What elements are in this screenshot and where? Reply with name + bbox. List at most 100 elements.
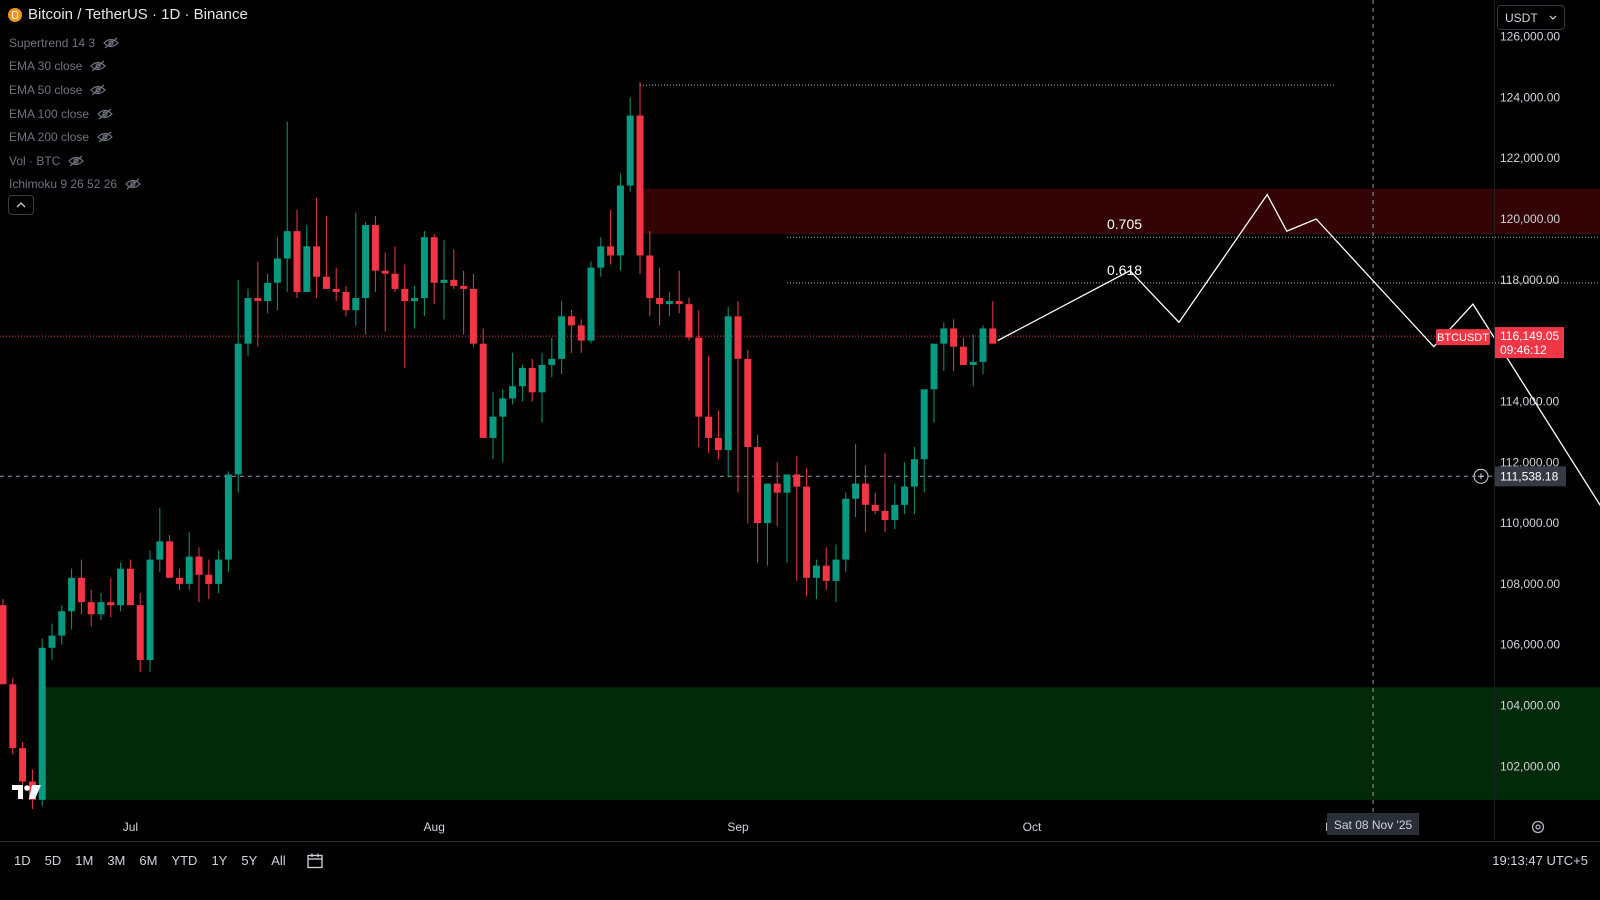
candle-body[interactable] [793, 474, 801, 487]
indicator-supertrend[interactable]: Supertrend 14 3 [9, 31, 141, 55]
candle-body[interactable] [685, 304, 693, 338]
candle-body[interactable] [783, 474, 791, 493]
candle-body[interactable] [254, 298, 262, 302]
candle-body[interactable] [283, 231, 291, 259]
candle-body[interactable] [185, 556, 193, 584]
candle-body[interactable] [166, 541, 174, 578]
candle-body[interactable] [450, 279, 458, 286]
candle-body[interactable] [332, 288, 340, 292]
currency-select[interactable]: USDT [1497, 5, 1565, 30]
range-button-1m[interactable]: 1M [75, 853, 94, 868]
candle-body[interactable] [626, 115, 634, 186]
candle-body[interactable] [577, 325, 585, 341]
candle-body[interactable] [558, 316, 566, 359]
candle-body[interactable] [479, 343, 487, 438]
candle-body[interactable] [469, 288, 477, 344]
candle-body[interactable] [264, 282, 272, 302]
indicator-ema-100[interactable]: EMA 100 close [9, 102, 141, 126]
candle-body[interactable] [77, 577, 85, 603]
candle-body[interactable] [724, 316, 732, 451]
candle-body[interactable] [950, 328, 958, 347]
candle-body[interactable] [891, 504, 899, 521]
candle-body[interactable] [959, 346, 967, 365]
candle-body[interactable] [244, 298, 252, 344]
range-button-1d[interactable]: 1D [14, 853, 31, 868]
demand-zone[interactable] [42, 687, 1600, 800]
candle-body[interactable] [175, 577, 183, 584]
candle-body[interactable] [636, 115, 644, 256]
candle-body[interactable] [567, 316, 575, 326]
candle-body[interactable] [273, 258, 281, 283]
candle-body[interactable] [195, 556, 203, 575]
candle-body[interactable] [430, 237, 438, 283]
candle-body[interactable] [675, 301, 683, 305]
candle-body[interactable] [440, 279, 448, 283]
candle-body[interactable] [656, 298, 664, 305]
candle-body[interactable] [362, 225, 370, 299]
candle-body[interactable] [509, 386, 517, 399]
eye-off-icon[interactable] [68, 155, 85, 167]
candle-body[interactable] [352, 298, 360, 311]
candle-body[interactable] [881, 510, 889, 521]
candle-body[interactable] [205, 574, 213, 584]
candle-body[interactable] [97, 602, 105, 615]
candle-body[interactable] [87, 602, 95, 615]
candle-body[interactable] [920, 389, 928, 460]
candle-body[interactable] [989, 328, 997, 344]
supply-zone[interactable] [640, 188, 1600, 235]
candle-body[interactable] [518, 367, 526, 387]
candle-body[interactable] [773, 483, 781, 493]
candle-body[interactable] [597, 246, 605, 268]
candle-body[interactable] [714, 437, 722, 451]
candle-body[interactable] [58, 611, 66, 636]
candle-body[interactable] [293, 231, 301, 292]
candle-body[interactable] [803, 486, 811, 578]
candle-body[interactable] [538, 364, 546, 393]
candle-body[interactable] [381, 270, 389, 274]
eye-off-icon[interactable] [97, 131, 113, 143]
eye-off-icon[interactable] [125, 178, 141, 190]
candle-body[interactable] [215, 559, 223, 584]
candle-body[interactable] [342, 291, 350, 311]
tradingview-logo[interactable] [12, 784, 42, 800]
candle-body[interactable] [871, 504, 879, 511]
candle-body[interactable] [48, 635, 56, 648]
eye-off-icon[interactable] [90, 84, 107, 96]
range-button-3m[interactable]: 3M [107, 853, 126, 868]
candle-body[interactable] [910, 459, 918, 487]
symbol-header[interactable]: Bitcoin / TetherUS · 1D · Binance [8, 6, 248, 23]
range-button-1y[interactable]: 1Y [211, 853, 228, 868]
indicator-ema-200[interactable]: EMA 200 close [9, 125, 141, 149]
range-button-5d[interactable]: 5D [44, 853, 62, 868]
calendar-icon[interactable] [306, 852, 324, 870]
candle-body[interactable] [117, 568, 125, 606]
candle-body[interactable] [861, 483, 869, 505]
candle-body[interactable] [754, 447, 762, 524]
candle-body[interactable] [969, 361, 977, 365]
candle-body[interactable] [587, 267, 595, 341]
eye-off-icon[interactable] [103, 37, 119, 49]
eye-off-icon[interactable] [97, 108, 113, 120]
indicator-ema-30[interactable]: EMA 30 close [9, 55, 141, 79]
candle-body[interactable] [371, 225, 379, 271]
candle-body[interactable] [411, 298, 419, 302]
candle-body[interactable] [852, 483, 860, 499]
candle-body[interactable] [303, 246, 311, 292]
indicator-volume[interactable]: Vol · BTC [9, 149, 141, 173]
candle-body[interactable] [126, 568, 134, 606]
candle-body[interactable] [224, 474, 232, 560]
candle-body[interactable] [705, 416, 713, 438]
candle-body[interactable] [763, 483, 771, 524]
candle-body[interactable] [548, 358, 556, 365]
candle-body[interactable] [499, 398, 507, 417]
candle-body[interactable] [146, 559, 154, 660]
candle-body[interactable] [832, 559, 840, 581]
clock-timezone[interactable]: 19:13:47 UTC+5 [1492, 853, 1588, 868]
candle-body[interactable] [38, 647, 46, 800]
candle-body[interactable] [322, 276, 330, 289]
candle-body[interactable] [391, 273, 399, 289]
range-button-ytd[interactable]: YTD [171, 853, 198, 868]
candle-body[interactable] [646, 255, 654, 299]
candle-body[interactable] [68, 577, 76, 612]
